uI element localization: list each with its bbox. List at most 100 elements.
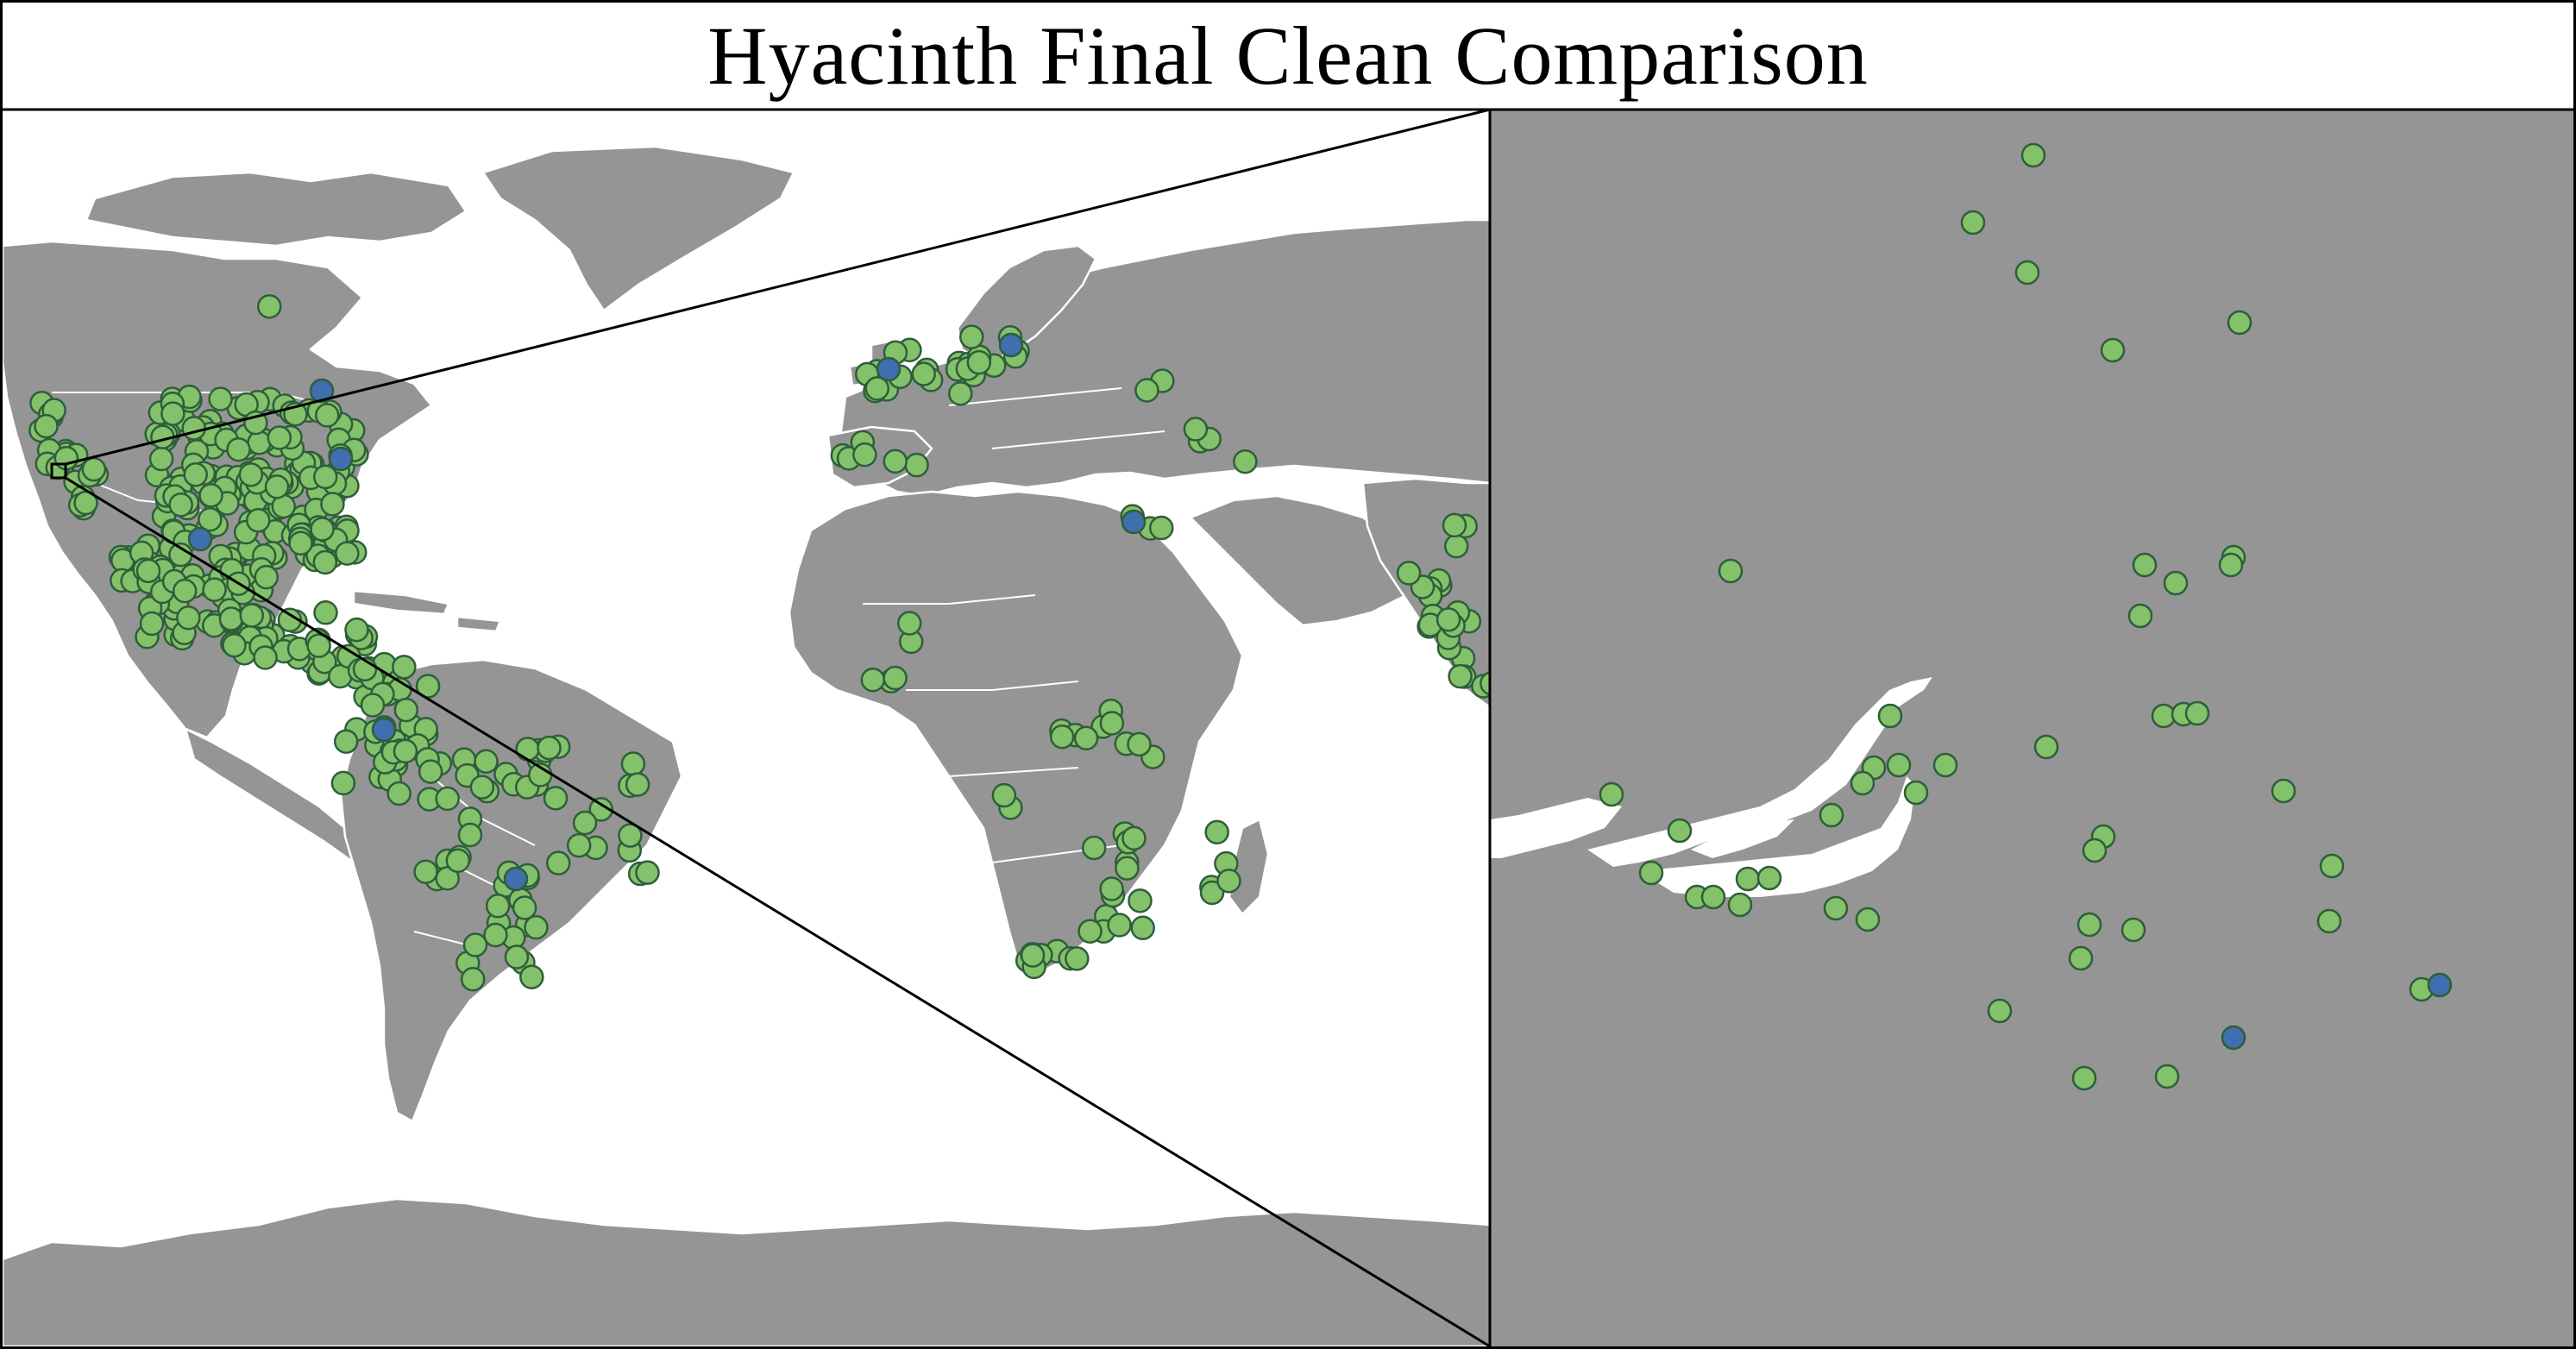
inset-point-removed-1: [2221, 1025, 2246, 1051]
world-point-clean-23: [81, 456, 107, 482]
world-point-clean-411: [257, 294, 282, 319]
world-point-clean-419: [864, 376, 890, 401]
world-point-clean-398: [483, 922, 508, 948]
world-point-clean-480: [1099, 876, 1124, 901]
world-point-clean-491: [1204, 819, 1229, 845]
world-point-clean-404: [618, 823, 643, 848]
world-point-removed-0: [309, 378, 335, 404]
world-point-clean-197: [310, 517, 335, 542]
world-point-clean-291: [222, 632, 247, 658]
world-point-clean-378: [445, 848, 471, 874]
world-point-clean-444: [1134, 378, 1159, 403]
world-point-clean-318: [392, 655, 417, 680]
inset-point-clean-33: [1727, 892, 1753, 918]
zoom-region-marker: [50, 462, 67, 480]
world-occurrence-points: [28, 294, 1490, 992]
inset-point-clean-20: [1903, 780, 1929, 806]
world-point-clean-463: [1049, 724, 1075, 750]
inset-point-clean-14: [2033, 734, 2059, 760]
world-point-clean-253: [172, 578, 198, 604]
inset-occurrence-points: [1599, 142, 2453, 1091]
world-point-clean-450: [1149, 515, 1174, 541]
world-point-clean-448: [1233, 449, 1258, 474]
world-point-clean-107: [267, 425, 292, 450]
world-point-clean-427: [948, 381, 973, 406]
world-point-clean-388: [512, 895, 537, 920]
inset-point-clean-30: [1756, 865, 1782, 891]
world-point-clean-350: [418, 759, 443, 784]
world-point-clean-306: [306, 633, 331, 658]
inset-point-clean-5: [1718, 558, 1744, 584]
inset-land-background: [1490, 110, 2573, 1346]
world-point-clean-195: [312, 549, 338, 575]
world-point-clean-183: [168, 493, 193, 518]
world-point-clean-408: [625, 772, 650, 797]
world-point-clean-374: [435, 866, 460, 891]
inset-point-clean-39: [2068, 945, 2094, 971]
inset-point-clean-0: [2020, 142, 2046, 168]
world-point-clean-471: [1115, 856, 1140, 881]
world-point-clean-399: [460, 967, 486, 992]
world-point-removed-2: [998, 332, 1024, 358]
world-point-clean-440: [852, 442, 877, 467]
world-point-clean-490: [1020, 943, 1046, 968]
inset-point-clean-6: [2132, 552, 2158, 578]
world-point-clean-256: [176, 605, 201, 631]
world-point-clean-151: [198, 483, 223, 508]
world-point-clean-468: [991, 782, 1017, 808]
world-point-clean-150: [320, 492, 345, 517]
inset-point-clean-36: [2077, 912, 2102, 938]
world-point-clean-101: [208, 386, 233, 411]
inset-point-clean-22: [2271, 778, 2296, 804]
inset-point-clean-34: [1823, 895, 1849, 921]
land-antarctica: [3, 1197, 1490, 1346]
world-point-clean-385: [546, 850, 571, 875]
world-point-clean-364: [469, 775, 495, 800]
inset-point-clean-3: [2227, 310, 2252, 336]
world-point-clean-403: [572, 810, 598, 836]
inset-point-clean-29: [1735, 866, 1761, 892]
world-point-clean-353: [386, 781, 412, 806]
inset-channel-left: [1490, 798, 1622, 858]
world-point-clean-258: [202, 577, 227, 602]
world-point-clean-196: [288, 530, 313, 556]
world-point-clean-121: [312, 464, 338, 490]
world-point-clean-518: [1480, 671, 1490, 696]
world-point-clean-168: [183, 462, 209, 487]
world-point-clean-461: [1073, 725, 1099, 751]
world-point-clean-396: [504, 944, 530, 969]
world-point-clean-410: [635, 860, 660, 885]
world-point-clean-494: [1199, 880, 1225, 906]
world-point-clean-111: [160, 401, 185, 426]
inset-point-clean-42: [2071, 1065, 2097, 1091]
world-point-clean-94: [247, 430, 272, 455]
world-point-removed-3: [328, 446, 354, 472]
inset-channel-mid: [1691, 819, 1794, 858]
world-point-clean-434: [966, 349, 992, 375]
world-point-clean-475: [1130, 915, 1155, 941]
inset-point-clean-2: [2014, 260, 2040, 285]
world-point-clean-435: [959, 324, 984, 349]
world-point-removed-7: [503, 866, 529, 892]
world-point-clean-352: [435, 786, 460, 812]
world-point-clean-263: [254, 564, 280, 590]
zoom-connector-top: [65, 108, 1491, 466]
inset-point-clean-26: [2082, 838, 2108, 863]
world-point-clean-504: [1396, 561, 1422, 586]
world-point-clean-371: [537, 735, 562, 761]
world-point-clean-355: [393, 738, 418, 764]
inset-channel-lower: [1639, 776, 1915, 897]
world-point-clean-498: [1442, 512, 1467, 538]
world-point-clean-304: [344, 617, 369, 643]
inset-point-clean-8: [2127, 603, 2153, 629]
world-point-removed-1: [876, 356, 902, 382]
inset-point-clean-38: [2316, 908, 2342, 934]
world-point-clean-5: [34, 413, 59, 439]
world-point-clean-324: [393, 697, 419, 723]
world-point-clean-406: [620, 751, 646, 776]
inset-point-clean-7: [2163, 570, 2189, 596]
inset-point-clean-35: [1855, 907, 1881, 932]
world-point-clean-332: [360, 693, 386, 718]
world-point-clean-447: [1183, 417, 1209, 442]
world-point-clean-108: [315, 403, 340, 428]
